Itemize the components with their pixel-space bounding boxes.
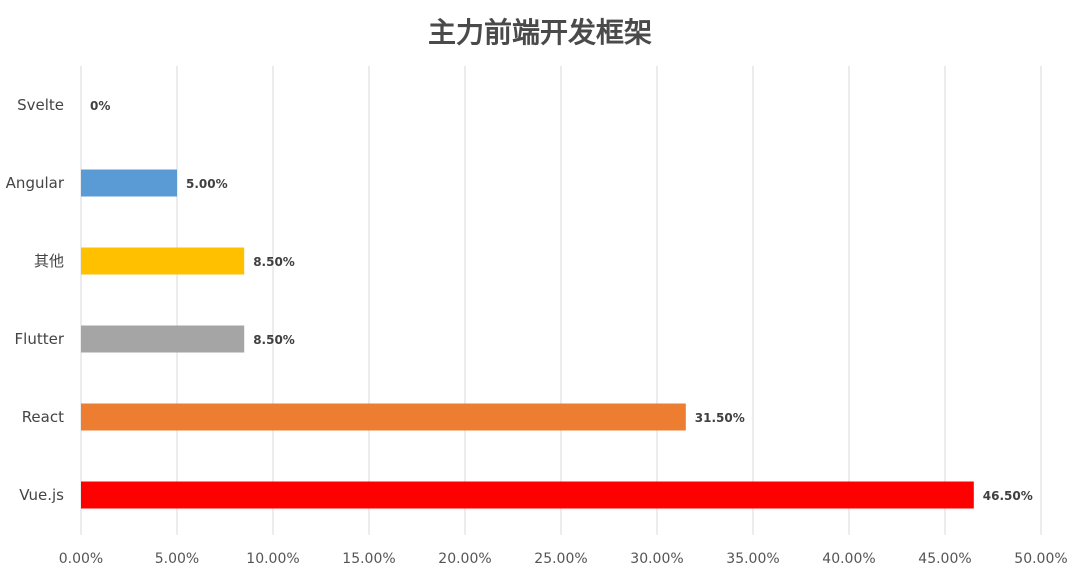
x-tick-label: 45.00% xyxy=(918,551,971,567)
category-labels: Svelte Angular 其他 Flutter React Vue.js xyxy=(6,96,65,504)
category-label: React xyxy=(22,408,64,426)
x-tick-label: 30.00% xyxy=(630,551,683,567)
category-label: Angular xyxy=(6,174,65,192)
bar xyxy=(81,403,686,431)
bars xyxy=(81,169,974,509)
chart-title: 主力前端开发框架 xyxy=(428,16,652,49)
data-label: 46.50% xyxy=(983,489,1033,503)
x-tick-label: 0.00% xyxy=(59,551,103,567)
category-label: Svelte xyxy=(17,96,64,114)
x-tick-label: 20.00% xyxy=(438,551,491,567)
data-label: 8.50% xyxy=(253,333,295,347)
bar xyxy=(81,169,177,197)
x-tick-label: 50.00% xyxy=(1014,551,1067,567)
category-label: Vue.js xyxy=(19,486,64,504)
category-label: 其他 xyxy=(34,252,64,270)
data-label: 0% xyxy=(90,99,110,113)
x-tick-label: 35.00% xyxy=(726,551,779,567)
x-tick-label: 40.00% xyxy=(822,551,875,567)
data-label: 8.50% xyxy=(253,255,295,269)
x-tick-labels: 0.00% 5.00% 10.00% 15.00% 20.00% 25.00% 30.00%… xyxy=(59,551,1068,567)
grid-lines xyxy=(80,66,1042,535)
x-tick-label: 5.00% xyxy=(155,551,199,567)
data-labels: 0% 5.00% 8.50% 8.50% 31.50% 46.50% xyxy=(90,99,1033,503)
data-label: 5.00% xyxy=(186,177,228,191)
x-tick-label: 25.00% xyxy=(534,551,587,567)
bar xyxy=(81,247,245,275)
data-label: 31.50% xyxy=(695,411,745,425)
bar xyxy=(81,481,974,509)
x-tick-label: 15.00% xyxy=(342,551,395,567)
category-label: Flutter xyxy=(15,330,65,348)
bar xyxy=(81,325,245,353)
x-tick-label: 10.00% xyxy=(246,551,299,567)
